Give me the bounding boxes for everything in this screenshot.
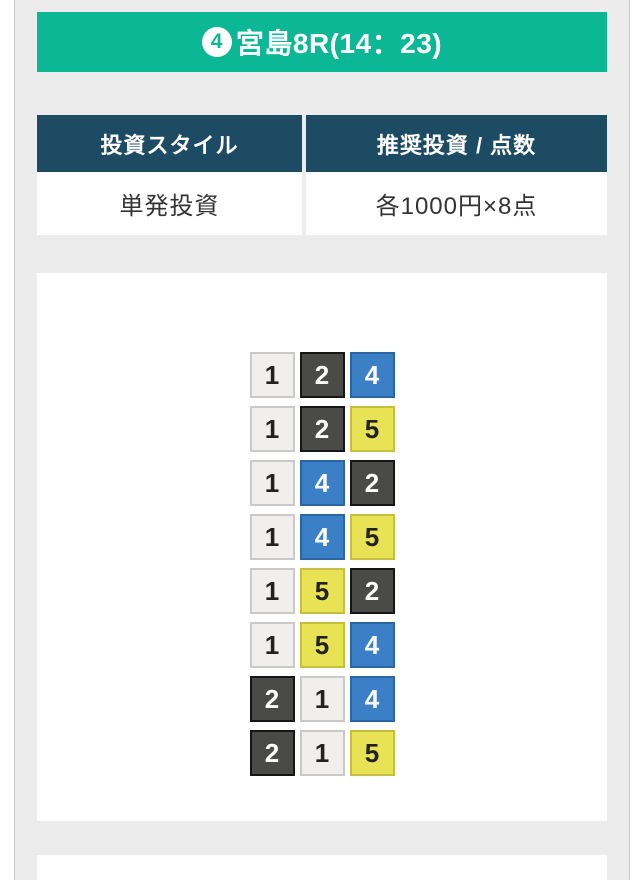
investment-style-value: 単発投資	[37, 172, 302, 235]
boat-number-cell: 4	[299, 460, 345, 506]
boat-number-cell: 2	[299, 406, 345, 452]
boat-number-cell: 4	[349, 622, 395, 668]
boat-number-cell: 1	[249, 460, 295, 506]
boat-number-cell: 2	[249, 676, 295, 722]
investment-style-column: 投資スタイル 単発投資	[37, 115, 302, 235]
content-column: 4 宮島8R(14：23) 投資スタイル 単発投資 推奨投資 / 点数 各100…	[14, 0, 630, 880]
boat-number-cell: 5	[299, 622, 345, 668]
boat-number-cell: 5	[299, 568, 345, 614]
boat-number-cell: 4	[299, 514, 345, 560]
investment-info-table: 投資スタイル 単発投資 推奨投資 / 点数 各1000円×8点	[37, 115, 607, 235]
boat-number-cell: 4	[349, 352, 395, 398]
recommended-bet-value: 各1000円×8点	[306, 172, 607, 235]
race-title: 宮島8R(14：23)	[235, 28, 443, 59]
recommended-bet-column: 推奨投資 / 点数 各1000円×8点	[306, 115, 607, 235]
boat-number-cell: 5	[349, 730, 395, 776]
investment-style-header: 投資スタイル	[37, 115, 302, 172]
boat-number-cell: 2	[349, 568, 395, 614]
next-section-card	[37, 855, 607, 880]
boat-number-cell: 1	[249, 568, 295, 614]
boat-number-cell: 2	[249, 730, 295, 776]
boat-number-cell: 2	[299, 352, 345, 398]
boat-number-cell: 1	[249, 514, 295, 560]
boat-number-badge: 4	[201, 27, 232, 57]
boat-number-cell: 1	[249, 622, 295, 668]
boat-number-cell: 1	[299, 730, 345, 776]
boat-number-cell: 2	[349, 460, 395, 506]
boat-number-cell: 5	[349, 514, 395, 560]
race-header-banner: 4 宮島8R(14：23)	[37, 12, 607, 72]
recommended-bet-header: 推奨投資 / 点数	[306, 115, 607, 172]
boat-number-cell: 1	[249, 352, 295, 398]
boat-number-cell: 4	[349, 676, 395, 722]
boat-number-cell: 5	[349, 406, 395, 452]
boat-number-cell: 1	[249, 406, 295, 452]
boat-number-cell: 1	[299, 676, 345, 722]
